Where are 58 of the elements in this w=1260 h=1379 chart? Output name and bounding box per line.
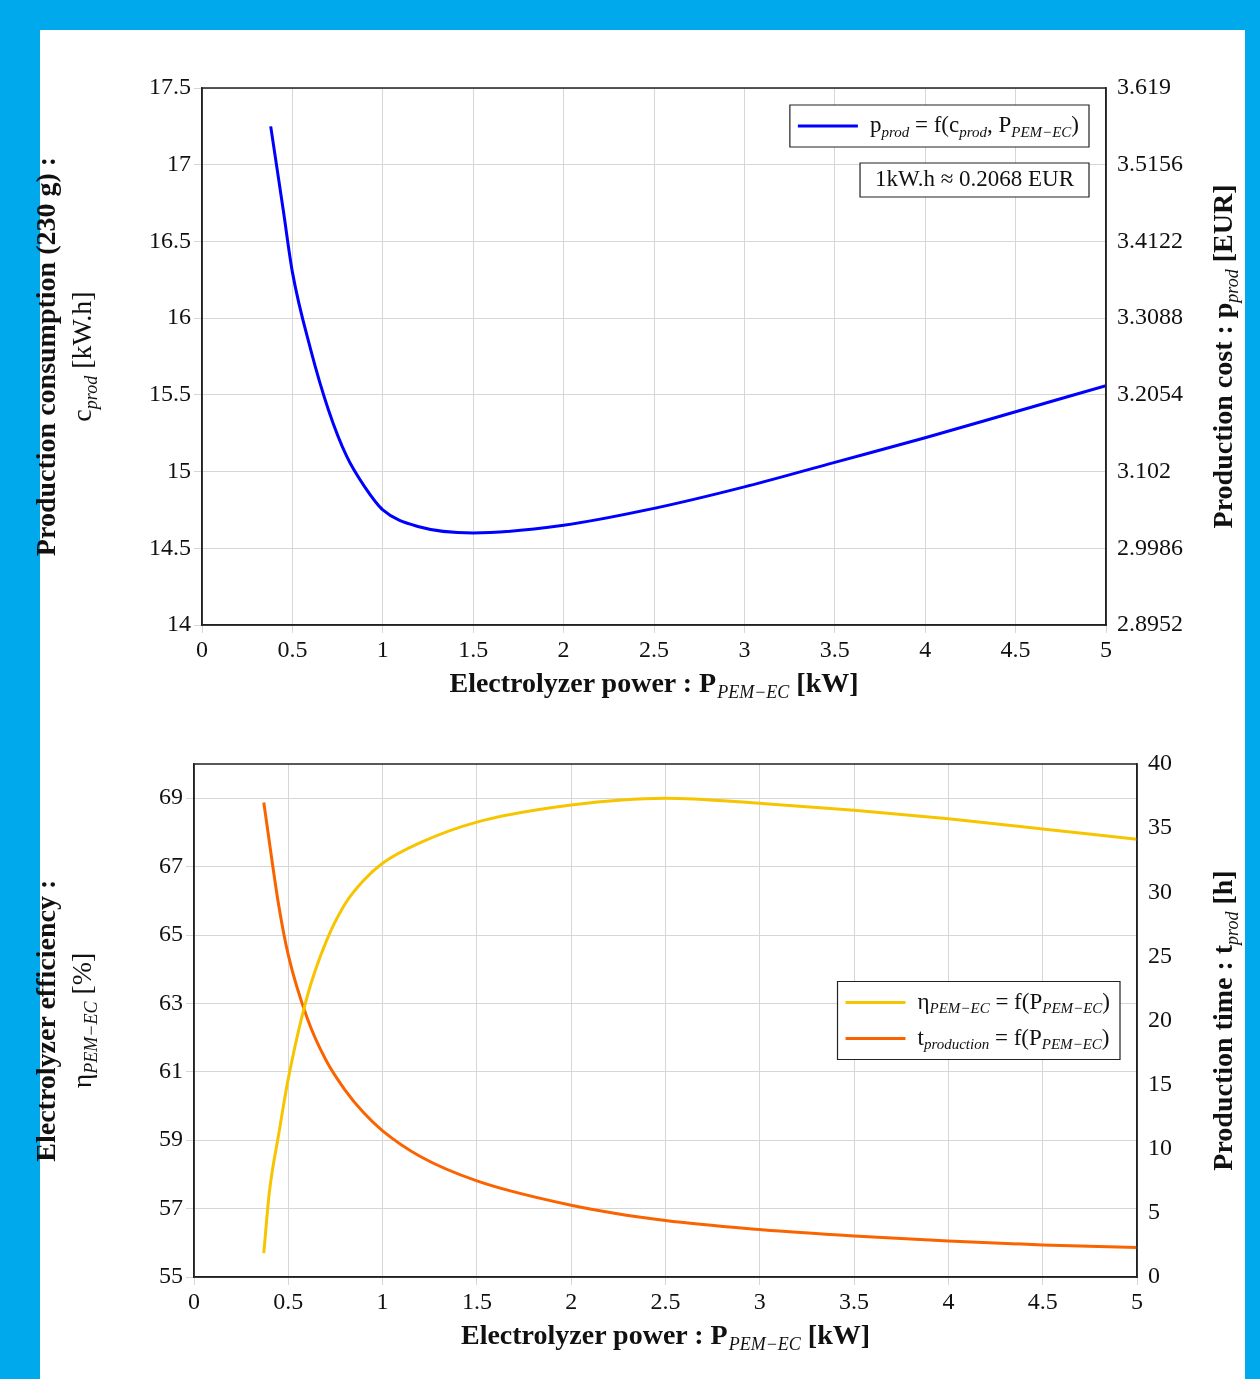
- y2-tick-label: 5: [1148, 1198, 1160, 1225]
- x-tick-label: 3: [738, 635, 751, 662]
- y-tick-label: 69: [159, 783, 183, 810]
- x-tick-label: 3: [753, 1287, 766, 1314]
- x-tick-label: 4: [919, 635, 932, 662]
- x-tick-label: 5: [1131, 1287, 1143, 1314]
- y2-tick-label: 3.3088: [1117, 303, 1183, 330]
- x-tick-label: 4.5: [1027, 1287, 1058, 1314]
- y-tick-label: 57: [159, 1193, 183, 1220]
- y2-axis-title: Production time : tprod [h]: [1207, 870, 1243, 1171]
- y2-tick-label: 3.2054: [1117, 380, 1183, 407]
- y2-tick-label: 3.619: [1117, 73, 1171, 100]
- x-tick-label: 3.5: [819, 635, 850, 662]
- y-tick-label: 16.5: [149, 226, 191, 253]
- x-tick-label: 0.5: [277, 635, 308, 662]
- y2-tick-label: 20: [1148, 1005, 1172, 1032]
- y2-tick-label: 3.4122: [1117, 226, 1183, 253]
- y2-tick-label: 3.102: [1117, 456, 1171, 483]
- x-tick-label: 2: [557, 635, 570, 662]
- x-tick-label: 1.5: [458, 635, 489, 662]
- y2-tick-label: 10: [1148, 1134, 1172, 1161]
- x-tick-label: 1: [376, 1287, 389, 1314]
- x-tick-label: 4: [942, 1287, 955, 1314]
- y-tick-label: 67: [159, 851, 183, 878]
- x-tick-label: 0: [196, 635, 208, 662]
- x-tick-label: 1: [376, 635, 389, 662]
- x-tick-label: 1.5: [461, 1287, 492, 1314]
- x-tick-label: 0: [188, 1287, 200, 1314]
- y2-tick-label: 25: [1148, 941, 1172, 968]
- y-tick-label: 14.5: [149, 533, 191, 560]
- y-tick-label: 17: [167, 150, 191, 177]
- x-tick-label: 5: [1100, 635, 1112, 662]
- y2-tick-label: 15: [1148, 1069, 1172, 1096]
- x-tick-label: 2.5: [650, 1287, 681, 1314]
- y-tick-label: 17.5: [149, 73, 191, 100]
- x-tick-label: 0.5: [273, 1287, 304, 1314]
- y-tick-label: 15: [167, 456, 191, 483]
- y2-tick-label: 0: [1148, 1262, 1160, 1289]
- y-tick-label: 65: [159, 920, 183, 947]
- y2-tick-label: 3.5156: [1117, 150, 1183, 177]
- x-tick-label: 2.5: [639, 635, 669, 662]
- x-tick-label: 4.5: [1000, 635, 1031, 662]
- y-tick-label: 16: [167, 303, 191, 330]
- y2-tick-label: 30: [1148, 877, 1172, 904]
- y-tick-label: 55: [159, 1262, 183, 1289]
- y-tick-label: 15.5: [149, 380, 191, 407]
- y-tick-label: 14: [167, 610, 191, 637]
- y2-tick-label: 40: [1148, 749, 1172, 776]
- y-tick-label: 63: [159, 988, 183, 1015]
- annotation: 1kW.h ≈ 0.2068 EUR: [875, 166, 1075, 192]
- y2-tick-label: 35: [1148, 813, 1172, 840]
- y-tick-label: 59: [159, 1125, 183, 1152]
- x-tick-label: 3.5: [839, 1287, 870, 1314]
- y2-axis-title: Production cost : pprod [EUR]: [1207, 184, 1243, 529]
- x-tick-label: 2: [565, 1287, 578, 1314]
- y-tick-label: 61: [159, 1057, 183, 1084]
- y2-tick-label: 2.9986: [1117, 533, 1183, 560]
- y2-tick-label: 2.8952: [1117, 610, 1183, 637]
